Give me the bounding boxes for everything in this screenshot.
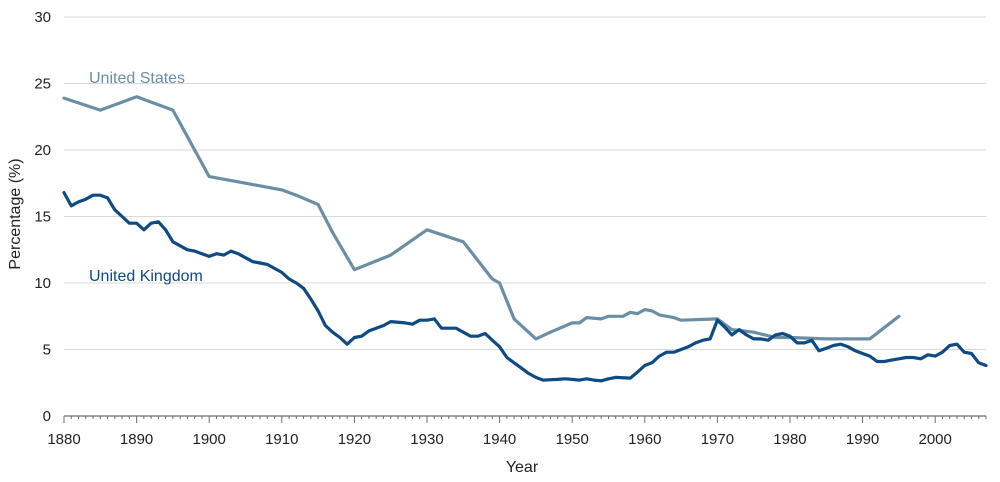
y-tick-label: 15 (34, 209, 51, 226)
x-tick-label: 1950 (556, 431, 589, 448)
x-tick-label: 1880 (47, 431, 80, 448)
series-line-united-states (62, 95, 901, 341)
x-tick-label: 1900 (193, 431, 226, 448)
grid-lines (64, 16, 986, 350)
y-tick-label: 10 (34, 275, 51, 292)
x-tick-label: 2000 (918, 431, 951, 448)
y-axis-ticks: 0 5 10 15 20 25 30 (34, 9, 51, 425)
series-label-united-states: United States (89, 70, 185, 87)
y-axis-title: Percentage (%) (7, 158, 24, 269)
y-tick-label: 30 (34, 9, 51, 26)
x-tick-label: 1920 (338, 431, 371, 448)
series-lines (62, 95, 988, 383)
x-axis-title: Year (506, 459, 539, 476)
x-tick-label: 1970 (701, 431, 734, 448)
x-axis: 1880 1890 1900 1910 1920 1930 1940 1950 1960 1970… (47, 415, 987, 448)
y-tick-label: 20 (34, 142, 51, 159)
x-tick-label: 1990 (846, 431, 879, 448)
y-tick-label: 25 (34, 76, 51, 93)
x-tick-label: 1940 (483, 431, 516, 448)
x-tick-label: 1890 (120, 431, 153, 448)
x-tick-label: 1910 (265, 431, 298, 448)
y-tick-label: 0 (43, 408, 51, 425)
x-tick-label: 1930 (410, 431, 443, 448)
series-line-united-kingdom (62, 191, 988, 383)
x-tick-label: 1960 (628, 431, 661, 448)
x-tick-label: 1980 (773, 431, 806, 448)
series-label-united-kingdom: United Kingdom (89, 268, 203, 285)
y-tick-label: 5 (43, 342, 51, 359)
